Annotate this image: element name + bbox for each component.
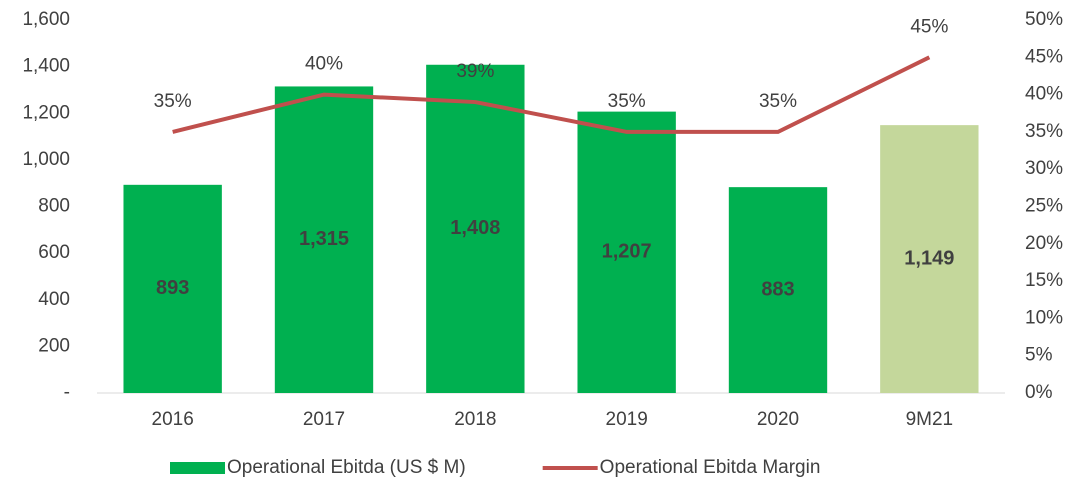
bar-value-label: 1,408 xyxy=(450,217,500,239)
legend-swatch xyxy=(170,462,225,474)
line-value-label: 39% xyxy=(456,61,494,82)
legend-label: Operational Ebitda (US $ M) xyxy=(227,457,466,478)
bar-value-label: 1,315 xyxy=(299,228,349,250)
x-tick-label: 9M21 xyxy=(906,409,954,430)
line-value-label: 45% xyxy=(910,16,948,37)
x-tick-label: 2017 xyxy=(303,409,345,430)
bar xyxy=(426,64,525,393)
y2-tick-label: 30% xyxy=(1025,158,1063,179)
y-tick-label: 1,200 xyxy=(22,102,70,123)
y-tick-label: - xyxy=(64,382,70,403)
line-value-label: 40% xyxy=(305,54,343,75)
line xyxy=(172,55,931,134)
line-value-label: 35% xyxy=(154,91,192,112)
y-tick-label: 1,000 xyxy=(22,149,70,170)
bar xyxy=(577,111,676,393)
bar-value-label: 893 xyxy=(156,277,189,299)
y2-tick-label: 50% xyxy=(1025,9,1063,30)
x-tick-label: 2018 xyxy=(454,409,496,430)
y2-tick-label: 35% xyxy=(1025,121,1063,142)
y-tick-label: 200 xyxy=(38,335,70,356)
y2-tick-label: 25% xyxy=(1025,196,1063,217)
bar-value-label: 1,207 xyxy=(602,241,652,263)
x-tick-label: 2019 xyxy=(606,409,648,430)
bar xyxy=(123,184,222,393)
bar xyxy=(274,86,374,394)
line-value-label: 35% xyxy=(759,91,797,112)
bar-value-label: 883 xyxy=(761,278,794,300)
y2-tick-label: 15% xyxy=(1025,270,1063,291)
y-tick-label: 800 xyxy=(38,196,70,217)
bar xyxy=(880,125,979,393)
bar-value-label: 1,149 xyxy=(904,247,954,269)
x-tick-label: 2020 xyxy=(757,409,799,430)
y-tick-label: 1,400 xyxy=(22,56,70,77)
x-tick-label: 2016 xyxy=(152,409,194,430)
y-tick-label: 1,600 xyxy=(22,9,70,30)
y2-tick-label: 40% xyxy=(1025,84,1063,105)
y2-tick-label: 0% xyxy=(1025,382,1053,403)
y2-tick-label: 45% xyxy=(1025,46,1063,67)
y2-tick-label: 5% xyxy=(1025,345,1053,366)
bar xyxy=(728,187,828,393)
legend-label: Operational Ebitda Margin xyxy=(600,457,821,478)
y-tick-label: 600 xyxy=(38,242,70,263)
y-tick-label: 400 xyxy=(38,289,70,310)
y2-tick-label: 10% xyxy=(1025,307,1063,328)
line-value-label: 35% xyxy=(608,91,646,112)
y2-tick-label: 20% xyxy=(1025,233,1063,254)
